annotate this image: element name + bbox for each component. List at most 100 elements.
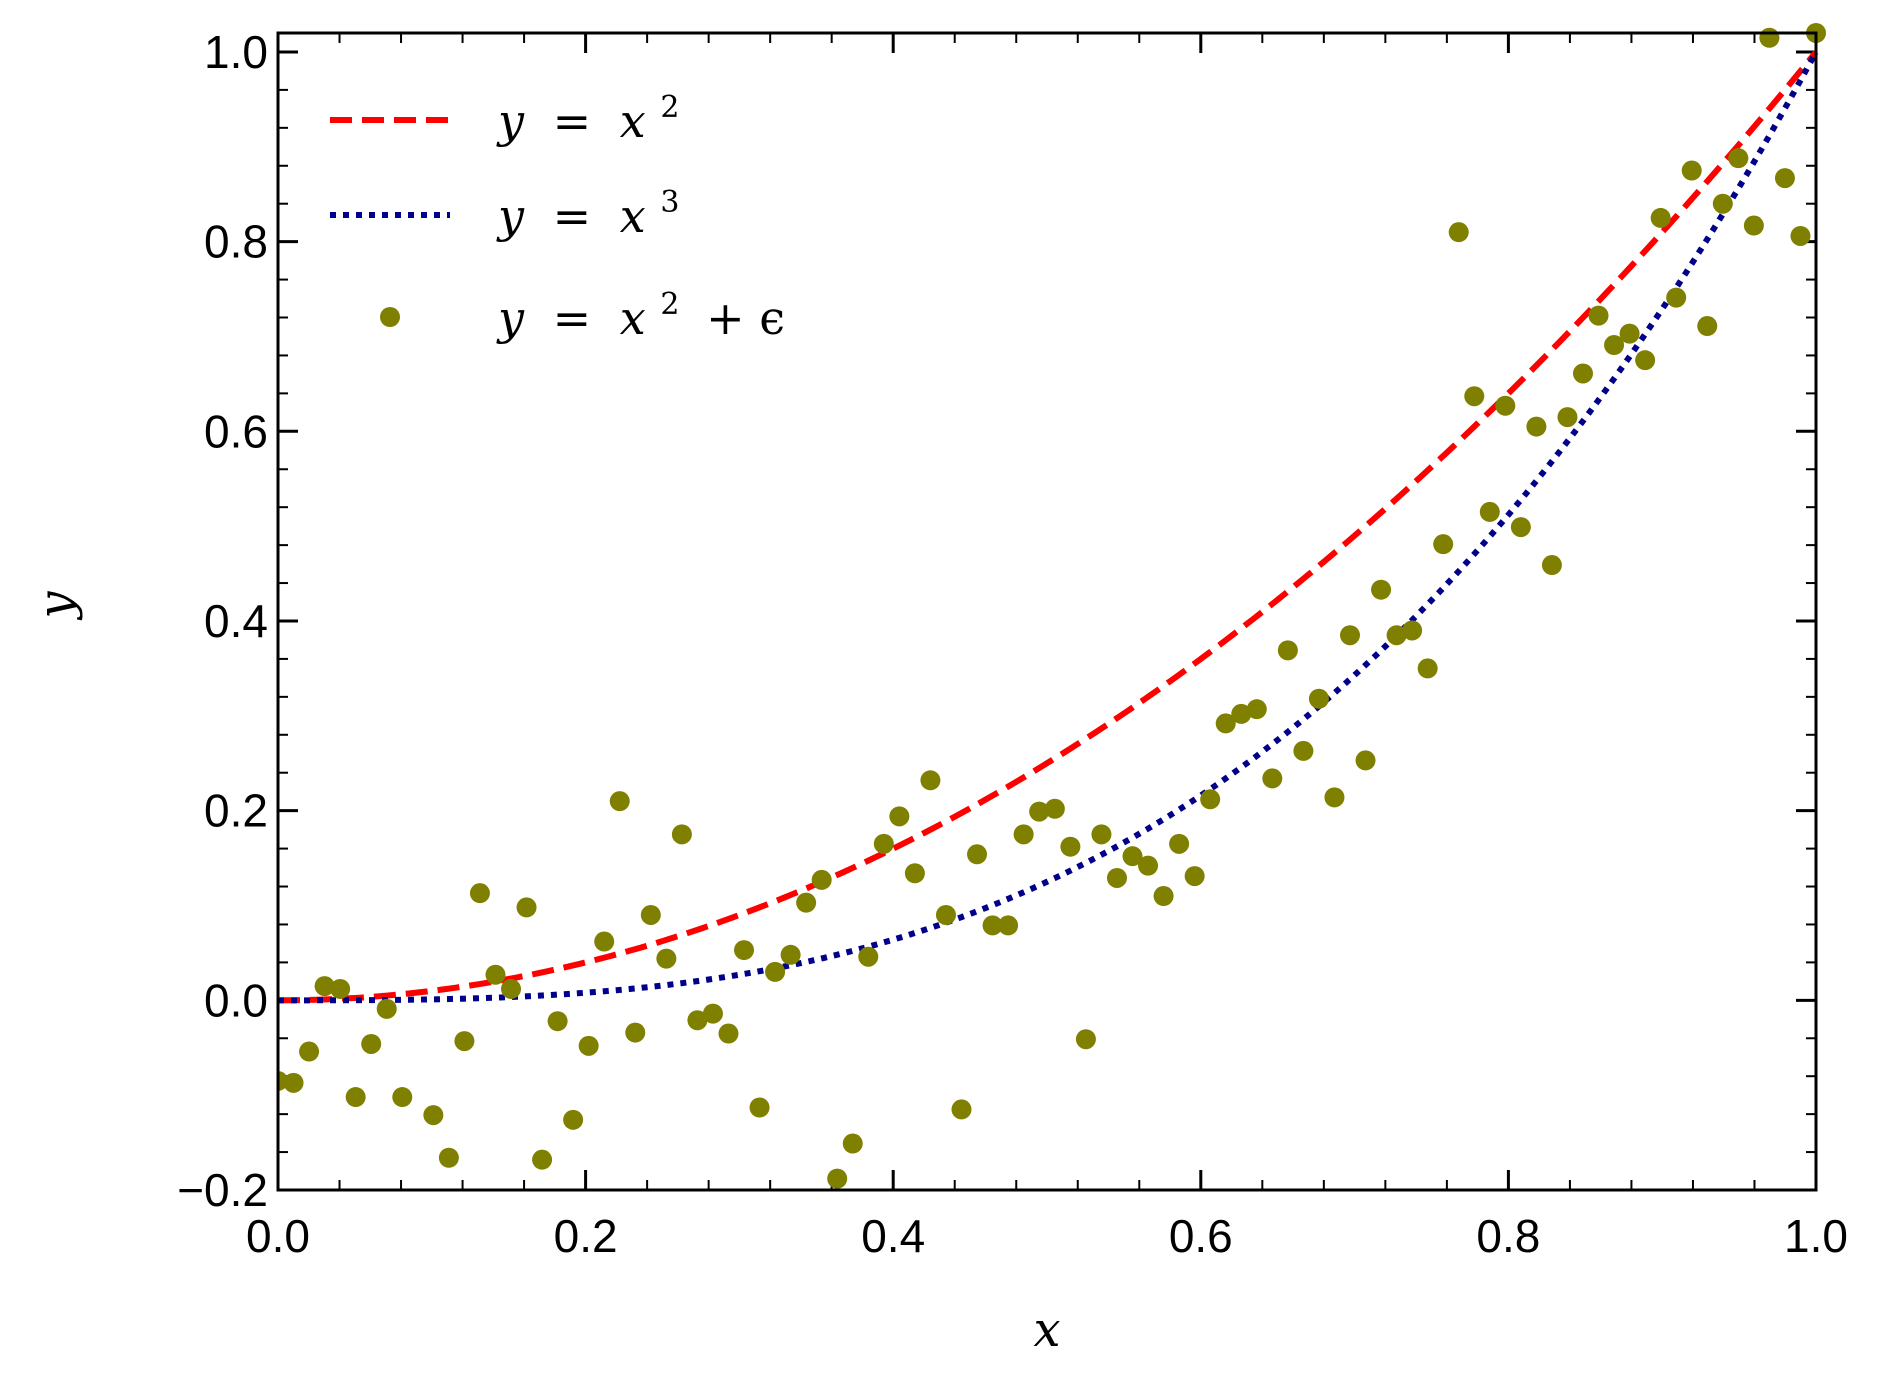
scatter-point [1588,305,1609,326]
legend-swatch-noisy [380,307,400,327]
scatter-point [1029,801,1050,822]
scatter-point [718,1023,739,1044]
x-tick-label: 0.6 [1169,1210,1233,1262]
scatter-point [1681,160,1702,181]
scatter-point [299,1041,320,1062]
legend-lhs: y [496,291,525,345]
scatter-point [1277,640,1298,661]
x-tick-label: 0.0 [246,1210,310,1262]
legend-base: x [620,189,646,243]
scatter-point [1666,287,1687,308]
scatter-point [469,883,490,904]
legend-lhs: y [496,189,525,243]
scatter-point [1479,501,1500,522]
scatter-point [438,1147,459,1168]
scatter-point [1495,395,1516,416]
scatter-point [765,961,786,982]
scatter-point [1790,225,1811,246]
scatter-point [578,1035,599,1056]
scatter-point [1402,620,1423,641]
scatter-point [532,1149,553,1170]
scatter-point [1464,386,1485,407]
scatter-point [687,1010,708,1031]
scatter-point [1060,836,1081,857]
scatter-point [1433,534,1454,555]
y-tick-label: 0.4 [204,595,268,647]
scatter-point [935,904,956,925]
legend-tail: + ϵ [706,291,785,345]
scatter-point [1013,824,1034,845]
y-tick-label: 1.0 [204,26,268,78]
scatter-point [671,824,692,845]
legend-sup: 2 [660,287,679,322]
y-tick-label: 0.6 [204,405,268,457]
scatter-point [516,897,537,918]
scatter-point [842,1133,863,1154]
scatter-point [1293,740,1314,761]
scatter-point [749,1097,770,1118]
scatter-point [1184,866,1205,887]
scatter-point [656,948,677,969]
scatter-point [1308,688,1329,709]
scatter-point [1386,625,1407,646]
scatter-point [827,1168,848,1189]
scatter-point [314,976,335,997]
scatter-point [1650,207,1671,228]
scatter-point [967,844,988,865]
scatter-point [1262,768,1283,789]
y-tick-label: 0.0 [204,974,268,1026]
scatter-point [1604,335,1625,356]
scatter-point [1635,350,1656,371]
scatter-point [423,1105,444,1126]
y-tick-labels: −0.2 0.0 0.2 0.4 0.6 0.8 1.0 [177,26,268,1216]
scatter-point [873,833,894,854]
scatter-point [702,1003,723,1024]
scatter-point [998,915,1019,936]
scatter-point [609,791,630,812]
scatter-point [1448,222,1469,243]
y-tick-label: 0.2 [204,785,268,837]
scatter-point [734,940,755,961]
scatter-point [1712,193,1733,214]
scatter-point [1572,363,1593,384]
legend-lhs: y [496,94,525,148]
scatter-point [1526,416,1547,437]
scatter-point [1743,215,1764,236]
scatter-point [858,946,879,967]
scatter-point [1774,168,1795,189]
scatter-point [1153,886,1174,907]
scatter-point [1324,787,1345,808]
y-tick-label: −0.2 [177,1164,268,1216]
scatter-point [1697,316,1718,337]
scatter-point [1215,713,1236,734]
legend: y = x 2 y = x 3 y = x 2 + ϵ [330,90,785,345]
scatter-point [1541,555,1562,576]
legend-label-x3: y = x 3 [496,185,679,243]
legend-sup: 2 [660,90,679,125]
legend-base: x [620,291,646,345]
scatter-point [594,931,615,952]
x-tick-label: 0.2 [554,1210,618,1262]
scatter-point [904,863,925,884]
scatter-point [547,1011,568,1032]
x-axis-label: x [1033,1302,1060,1358]
scatter-point [1122,846,1143,867]
legend-eq: = [553,94,592,148]
scatter-point [1510,517,1531,538]
scatter-point [1106,867,1127,888]
scatter-point [1231,703,1252,724]
x-tick-label: 0.4 [861,1210,925,1262]
scatter-point [1138,855,1159,876]
scatter-point [1200,789,1221,810]
y-axis-label: y [28,591,84,621]
scatter-point [625,1022,646,1043]
x-tick-label: 0.8 [1476,1210,1540,1262]
scatter-point [1557,407,1578,428]
x-tick-labels: 0.0 0.2 0.4 0.6 0.8 1.0 [246,1210,1848,1262]
scatter-point [1339,625,1360,646]
scatter-point [283,1072,304,1093]
legend-base: x [620,94,646,148]
plot-frame [276,31,1818,1192]
